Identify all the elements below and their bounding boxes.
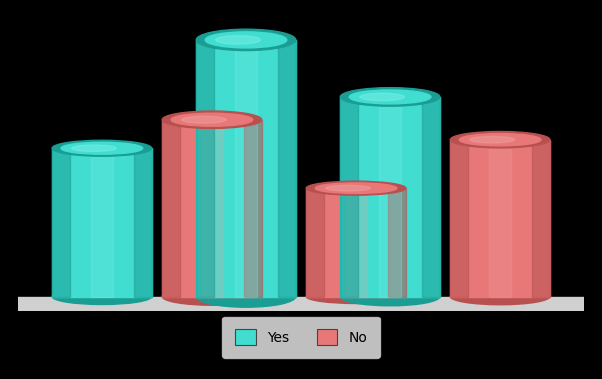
Ellipse shape [52,140,152,156]
Ellipse shape [470,136,515,143]
Ellipse shape [162,111,262,128]
Ellipse shape [360,93,405,100]
Bar [340,97,440,296]
Bar [450,140,468,296]
Bar [345,188,367,296]
Ellipse shape [162,288,262,305]
Bar [388,188,406,296]
Bar [306,188,324,296]
Ellipse shape [182,116,226,123]
Bar [162,120,180,296]
Bar [5,296,597,311]
Bar [52,148,152,296]
Ellipse shape [61,142,143,154]
Bar [340,97,358,296]
Ellipse shape [216,36,261,44]
Bar [450,140,550,296]
Legend: Yes, No: Yes, No [222,317,380,358]
Bar [91,148,113,296]
Bar [196,40,214,296]
Bar [422,97,440,296]
Ellipse shape [52,288,152,304]
Bar [489,140,511,296]
Ellipse shape [72,145,116,152]
Bar [306,188,406,296]
Ellipse shape [326,185,370,191]
Bar [196,40,296,296]
Ellipse shape [349,90,431,104]
Ellipse shape [205,32,287,48]
Bar [201,120,223,296]
Ellipse shape [306,290,406,304]
Ellipse shape [306,181,406,195]
Ellipse shape [196,29,296,50]
Ellipse shape [459,133,541,146]
Ellipse shape [340,287,440,306]
Bar [278,40,296,296]
Ellipse shape [171,113,253,126]
Ellipse shape [315,183,397,193]
Ellipse shape [196,286,296,307]
Ellipse shape [450,132,550,148]
Bar [134,148,152,296]
Bar [162,120,262,296]
Bar [532,140,550,296]
Bar [235,40,257,296]
Bar [52,148,70,296]
Bar [244,120,262,296]
Ellipse shape [340,88,440,106]
Ellipse shape [450,288,550,305]
Bar [379,97,401,296]
